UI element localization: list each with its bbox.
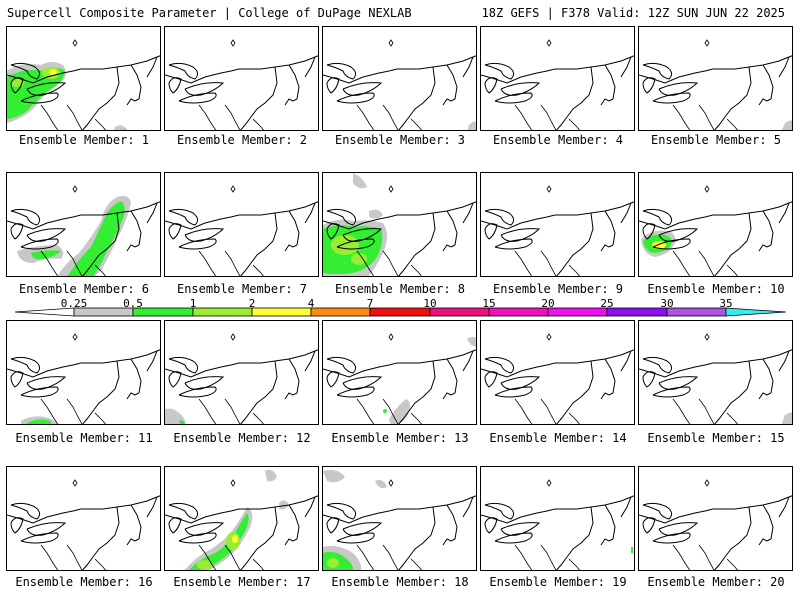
member-2-map-graphic <box>165 39 318 130</box>
member-17-map-graphic <box>165 469 318 570</box>
member-14-map-graphic <box>481 333 634 424</box>
member-3-map-graphic <box>323 39 476 130</box>
colorbar-segment-11 <box>666 307 727 317</box>
ensemble-member-map-1 <box>6 26 161 131</box>
member-label-12: Ensemble Member: 12 <box>173 431 311 445</box>
colorbar-segment-12 <box>725 307 787 317</box>
colorbar-tick-label: 0.25 <box>60 297 88 310</box>
colorbar-segment-5 <box>310 307 371 317</box>
colorbar-tick-label: 4 <box>307 297 315 310</box>
member-label-2: Ensemble Member: 2 <box>176 133 308 147</box>
colorbar-tick-label: 2 <box>248 297 256 310</box>
colorbar-segment-6 <box>369 307 431 317</box>
member-11-map-graphic <box>7 333 160 424</box>
colorbar-segment-7 <box>429 307 490 317</box>
member-label-11: Ensemble Member: 11 <box>15 431 153 445</box>
ensemble-member-map-18 <box>322 466 477 571</box>
member-9-map-graphic <box>481 185 634 276</box>
ensemble-member-map-16 <box>6 466 161 571</box>
colorbar-segment-3 <box>192 307 253 317</box>
member-16-map-graphic <box>7 479 160 570</box>
member-label-19: Ensemble Member: 19 <box>489 575 627 589</box>
ensemble-member-map-14 <box>480 320 635 425</box>
ensemble-member-map-7 <box>164 172 319 277</box>
member-13-map-graphic <box>323 333 476 424</box>
colorbar-tick-label: 20 <box>541 297 555 310</box>
ensemble-member-map-3 <box>322 26 477 131</box>
member-label-20: Ensemble Member: 20 <box>647 575 785 589</box>
ensemble-member-map-5 <box>638 26 793 131</box>
member-label-16: Ensemble Member: 16 <box>15 575 153 589</box>
valid-time-label: 18Z GEFS | F378 Valid: 12Z SUN JUN 22 20… <box>481 6 785 20</box>
ensemble-member-map-20 <box>638 466 793 571</box>
member-10-map-graphic <box>639 185 792 276</box>
colorbar-tick-label: 25 <box>600 297 614 310</box>
member-label-1: Ensemble Member: 1 <box>18 133 150 147</box>
member-15-map-graphic <box>639 333 792 424</box>
member-label-3: Ensemble Member: 3 <box>334 133 466 147</box>
member-label-13: Ensemble Member: 13 <box>331 431 469 445</box>
ensemble-member-map-6 <box>6 172 161 277</box>
member-label-4: Ensemble Member: 4 <box>492 133 624 147</box>
ensemble-member-map-11 <box>6 320 161 425</box>
member-label-5: Ensemble Member: 5 <box>650 133 782 147</box>
ensemble-member-map-17 <box>164 466 319 571</box>
ensemble-member-map-15 <box>638 320 793 425</box>
colorbar-segment-4 <box>251 307 312 317</box>
colorbar-tick-label: 15 <box>482 297 496 310</box>
member-6-map-graphic <box>7 185 160 276</box>
member-label-10: Ensemble Member: 10 <box>647 282 785 296</box>
member-label-7: Ensemble Member: 7 <box>176 282 308 296</box>
ensemble-member-map-19 <box>480 466 635 571</box>
member-4-map-graphic <box>481 39 634 130</box>
colorbar-tick-label: 30 <box>660 297 674 310</box>
member-label-9: Ensemble Member: 9 <box>492 282 624 296</box>
ensemble-member-map-10 <box>638 172 793 277</box>
ensemble-member-map-4 <box>480 26 635 131</box>
member-5-map-graphic <box>639 39 792 130</box>
colorbar-tick-label: 35 <box>719 297 733 310</box>
member-label-8: Ensemble Member: 8 <box>334 282 466 296</box>
ensemble-member-map-2 <box>164 26 319 131</box>
color-scale-bar <box>14 307 787 317</box>
colorbar-tick-label: 7 <box>366 297 374 310</box>
member-19-map-graphic <box>481 479 634 570</box>
member-label-18: Ensemble Member: 18 <box>331 575 469 589</box>
colorbar-tick-label: 0.5 <box>123 297 143 310</box>
member-label-6: Ensemble Member: 6 <box>18 282 150 296</box>
member-8-map-graphic <box>323 173 476 276</box>
member-label-14: Ensemble Member: 14 <box>489 431 627 445</box>
ensemble-member-map-9 <box>480 172 635 277</box>
colorbar-segment-8 <box>488 307 549 317</box>
ensemble-member-map-12 <box>164 320 319 425</box>
member-18-map-graphic <box>323 469 476 570</box>
member-label-17: Ensemble Member: 17 <box>173 575 311 589</box>
colorbar-segment-10 <box>606 307 668 317</box>
member-7-map-graphic <box>165 185 318 276</box>
colorbar-tick-label: 10 <box>423 297 437 310</box>
colorbar-tick-label: 1 <box>189 297 197 310</box>
ensemble-member-map-8 <box>322 172 477 277</box>
member-20-map-graphic <box>639 479 792 570</box>
page-title: Supercell Composite Parameter | College … <box>7 6 412 20</box>
member-12-map-graphic <box>165 333 318 424</box>
member-label-15: Ensemble Member: 15 <box>647 431 785 445</box>
member-1-map-graphic <box>7 39 160 130</box>
ensemble-member-map-13 <box>322 320 477 425</box>
colorbar-segment-9 <box>547 307 608 317</box>
